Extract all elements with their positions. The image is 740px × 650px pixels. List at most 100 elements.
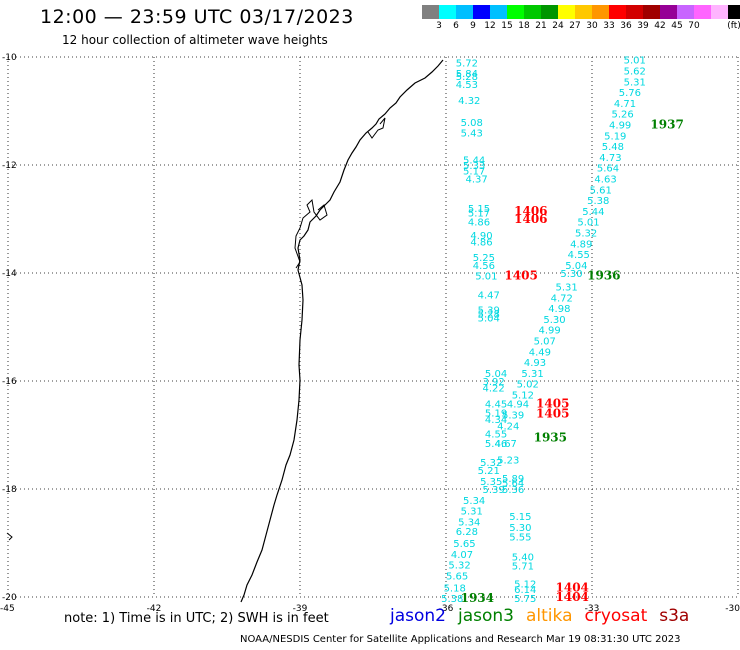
mission-legend: jason2 jason3 altika cryosat s3a (390, 606, 689, 626)
swh-value: 5.01 (624, 56, 646, 67)
pass-time: 1405 (504, 269, 537, 283)
color-swatch-8 (558, 5, 575, 19)
swh-value: 5.31 (624, 77, 646, 88)
color-swatch-16 (694, 5, 711, 19)
color-scale-label: 45 (671, 21, 683, 31)
swh-value: 4.86 (468, 218, 490, 229)
lat-tick-label: -12 (2, 161, 17, 171)
swh-value: 4.45 (485, 400, 507, 411)
color-scale-label: 9 (470, 21, 476, 31)
swh-value: 5.19 (604, 131, 626, 142)
swh-value: 5.19 (485, 408, 507, 419)
pass-time: 1937 (650, 118, 683, 132)
chart-title: 12:00 — 23:59 UTC 03/17/2023 (40, 6, 354, 28)
swh-value: 5.32 (480, 458, 502, 469)
swh-value: 5.64 (502, 479, 524, 490)
swh-value: 5.17 (468, 209, 490, 220)
lat-tick-label: -18 (2, 485, 17, 495)
swh-value: 4.32 (458, 96, 480, 107)
color-swatch-11 (609, 5, 626, 19)
color-swatch-14 (660, 5, 677, 19)
swh-value: 5.32 (448, 561, 470, 572)
color-swatch-3 (473, 5, 490, 19)
swh-value: 5.40 (512, 553, 534, 564)
lat-tick-label: -10 (2, 53, 17, 63)
swh-value: 4.99 (538, 326, 560, 337)
swh-value: 5.04 (485, 369, 507, 380)
swh-value: 5.72 (456, 58, 478, 69)
lon-tick-label: -33 (585, 604, 600, 614)
color-swatch-5 (507, 5, 524, 19)
swh-value: 4.90 (470, 231, 492, 242)
swh-value: 4.37 (465, 175, 487, 186)
pass-time: 1934 (461, 591, 494, 605)
color-scale-label: 33 (603, 21, 615, 31)
color-scale-label: 18 (518, 21, 530, 31)
swh-value: 5.32 (575, 229, 597, 240)
swh-value: 5.39 (478, 306, 500, 317)
color-scale-legend: 3 6 9 12 15 18 21 24 27 30 33 36 39 42 45 70 (ft) (422, 5, 740, 31)
swh-value: 5.08 (461, 118, 483, 129)
pass-time: 1405 (536, 406, 569, 420)
swh-value: 5.30 (509, 523, 531, 534)
swh-value: 5.62 (624, 67, 646, 78)
pass-time: 1935 (534, 431, 567, 445)
swh-value: 5.07 (534, 337, 556, 348)
color-swatch-15 (677, 5, 694, 19)
color-scale-unit: (ft) (727, 21, 740, 31)
color-scale-labels: 3 6 9 12 15 18 21 24 27 30 33 36 39 42 45 70 (ft) (422, 19, 740, 31)
coast-island (6, 532, 13, 541)
mission-cryosat: cryosat (584, 606, 648, 626)
swh-value: 4.56 (473, 261, 495, 272)
lon-tick-label: -42 (147, 604, 162, 614)
swh-value: 5.34 (458, 517, 480, 528)
swh-value: 6.14 (514, 585, 536, 596)
swh-value: 5.84 (456, 69, 478, 80)
swh-value: 5.43 (461, 129, 483, 140)
swh-value: 5.31 (461, 507, 483, 518)
swh-value: 4.86 (470, 238, 492, 249)
swh-value: 5.71 (512, 562, 534, 573)
axis-tick-labels: -10 -12 -14 -16 -18 -20-45 -42 -39 -36 -33 -30 (0, 53, 740, 614)
lat-tick-label: -20 (2, 593, 17, 603)
swh-value: 4.71 (614, 99, 636, 110)
mission-jason3: jason3 (458, 606, 514, 626)
swh-value: 5.04 (565, 261, 587, 272)
swh-value: 4.98 (548, 304, 570, 315)
color-scale-label: 39 (637, 21, 649, 31)
swh-value: 5.61 (590, 185, 612, 196)
pass-time: 1406 (514, 204, 547, 218)
pass-time: 1405 (536, 397, 569, 411)
swh-value: 5.65 (446, 571, 468, 582)
swh-value: 5.44 (463, 156, 485, 167)
swh-value: 5.26 (611, 110, 633, 121)
swh-value: 4.47 (478, 291, 500, 302)
swh-value: 5.39 (502, 410, 524, 421)
swh-value: 4.55 (485, 429, 507, 440)
swh-value: 5.35 (480, 477, 502, 488)
lat-lon-grid (7, 56, 739, 598)
color-scale-label: 6 (453, 21, 459, 31)
color-swatch-17 (711, 5, 728, 19)
swh-value: 5.30 (543, 315, 565, 326)
swh-value-labels: 5.725.845.284.534.325.085.435.445.335.17… (441, 56, 646, 605)
swh-value: 5.01 (577, 218, 599, 229)
lon-tick-label: -30 (725, 604, 740, 614)
color-swatch-7 (541, 5, 558, 19)
swh-value: 4.53 (456, 80, 478, 91)
swh-value: 5.12 (512, 391, 534, 402)
swh-value: 5.36 (502, 485, 524, 496)
lon-tick-label: -36 (439, 604, 454, 614)
swh-value: 5.31 (556, 283, 578, 294)
swh-value: 5.38 (587, 196, 609, 207)
swh-value: 4.55 (568, 250, 590, 261)
swh-value: 5.17 (463, 166, 485, 177)
color-scale-label: 27 (569, 21, 581, 31)
swh-value: 4.99 (609, 121, 631, 132)
color-swatch-13 (643, 5, 660, 19)
swh-value: 5.76 (619, 88, 641, 99)
color-scale-label: 70 (688, 21, 700, 31)
swh-value: 5.33 (463, 161, 485, 172)
